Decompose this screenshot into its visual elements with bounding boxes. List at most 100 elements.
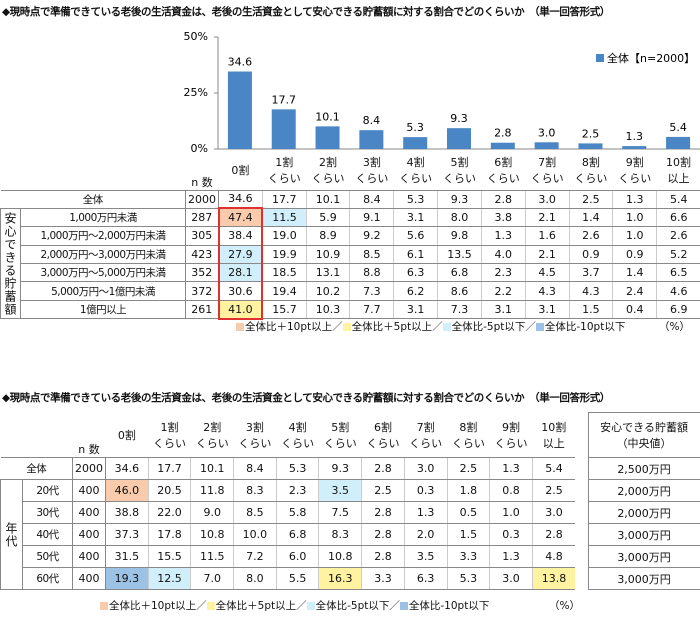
table-cell: 22.0 <box>147 501 191 524</box>
value-label: 10.1 <box>315 110 340 123</box>
value-label: 34.6 <box>228 55 253 68</box>
table-cell: 3.8 <box>480 207 526 228</box>
table-cell: 8.4 <box>233 457 277 480</box>
table-cell: 7.0 <box>190 567 234 590</box>
column-header: 7割 くらい <box>530 155 564 185</box>
table-cell: 19.0 <box>261 226 307 246</box>
row-label: 1億円以上 <box>20 299 186 320</box>
table-cell: 38.4 <box>217 226 264 246</box>
n-cell: 400 <box>72 545 106 568</box>
table-cell: 2.5 <box>531 479 576 502</box>
legend-swatch <box>399 601 408 610</box>
column-header: 5割 くらい <box>323 420 357 450</box>
spacer <box>575 458 588 480</box>
table-cell: 13.1 <box>305 263 350 283</box>
table-cell: 4.6 <box>656 281 700 301</box>
n-cell: 287 <box>185 207 219 228</box>
bar <box>315 126 340 149</box>
value-label: 8.4 <box>363 114 381 127</box>
column-header: 9割 くらい <box>618 155 652 185</box>
header-row: n 数 0割 1割 くらい 2割 くらい 3割 くらい 4割 くらい 5割 くらい 6割 くら… <box>1 412 700 458</box>
column-header: 5割 くらい <box>442 155 476 185</box>
legend-label: 全体比-10pt以下 <box>544 321 626 333</box>
table-cell: 2.3 <box>275 479 319 502</box>
table-cell: 5.4 <box>656 189 700 209</box>
value-label: 2.8 <box>494 127 512 140</box>
table-cell: 1.0 <box>612 226 657 246</box>
table-cell: 3.1 <box>393 207 438 228</box>
table-cell: 3.5 <box>403 545 447 568</box>
y-tick-label: 50% <box>184 30 208 43</box>
table-cell: 10.8 <box>190 523 234 546</box>
table-cell: 0.8 <box>489 479 533 502</box>
spacer <box>575 568 588 590</box>
table-cell: 4.8 <box>531 545 576 568</box>
table-cell: 34.6 <box>105 457 149 480</box>
median-header: 安心できる貯蓄額 （中央値） <box>587 412 700 458</box>
row-label: 全体 <box>0 189 186 209</box>
group-row: 60代 400 19.3 12.5 7.0 8.0 5.5 16.3 3.3 6.3 5.3 3.0 1… <box>1 567 700 590</box>
spacer <box>575 413 588 458</box>
table-cell: 15.5 <box>147 545 191 568</box>
table-cell: 7.5 <box>318 501 362 524</box>
table-cell: 3.0 <box>489 567 533 590</box>
table-cell: 2.8 <box>361 501 405 524</box>
table-2: n 数 0割 1割 くらい 2割 くらい 3割 くらい 4割 くらい 5割 くらい 6割 くら… <box>0 412 700 590</box>
table-cell: 19.4 <box>261 281 307 301</box>
table-cell: 13.5 <box>437 244 482 265</box>
table-cell: 8.0 <box>437 207 482 228</box>
row-label: 全体 <box>0 457 73 480</box>
table-cell: 9.1 <box>349 207 394 228</box>
n-cell: 400 <box>72 479 106 502</box>
corner <box>1 150 186 190</box>
bar <box>447 128 471 149</box>
table-cell: 8.5 <box>233 501 277 524</box>
table-cell: 1.3 <box>403 501 447 524</box>
table-cell: 30.6 <box>217 281 264 301</box>
spacer <box>575 480 588 502</box>
table-cell: 4.5 <box>524 263 569 283</box>
table-cell: 34.6 <box>218 189 263 209</box>
table-cell: 3.1 <box>480 299 526 320</box>
table-cell: 0.4 <box>612 299 657 320</box>
column-header: 1割 くらい <box>153 420 187 450</box>
table-cell: 7.3 <box>437 299 482 320</box>
column-header: 4割 くらい <box>281 420 315 450</box>
table-1: n 数 0割 1割 くらい 2割 くらい 3割 くらい 4割 くらい 5割 くらい 6割 くら… <box>0 150 700 320</box>
value-label: 5.3 <box>406 121 424 134</box>
table-cell: 10.8 <box>318 545 362 568</box>
table-cell: 8.3 <box>233 479 277 502</box>
table-cell: 1.8 <box>446 479 490 502</box>
n-cell: 400 <box>72 567 106 590</box>
spacer <box>575 502 588 524</box>
row-label: 2,000万円～3,000万円未満 <box>20 244 186 265</box>
column-header: 3割 くらい <box>355 155 389 185</box>
value-label: 5.4 <box>669 121 687 134</box>
table-cell: 6.0 <box>275 545 319 568</box>
bar <box>271 109 296 149</box>
spacer <box>575 524 588 546</box>
table-cell: 10.3 <box>305 299 350 320</box>
n-cell: 261 <box>185 299 219 320</box>
table-cell: 13.8 <box>531 567 576 590</box>
column-header: 7割 くらい <box>409 420 443 450</box>
table-cell: 1.0 <box>612 207 657 228</box>
total-row: 全体 2000 34.6 17.7 10.1 8.4 5.3 9.3 2.8 3.0 2.5 1.3 5… <box>0 189 700 209</box>
table-cell: 3.0 <box>403 457 447 480</box>
table-cell: 1.4 <box>568 207 613 228</box>
table-cell: 2.6 <box>568 226 613 246</box>
table-cell: 8.0 <box>233 567 277 590</box>
table-cell: 0.9 <box>612 244 657 265</box>
table-cell: 2.4 <box>612 281 657 301</box>
table-cell: 0.9 <box>568 244 613 265</box>
table-cell: 1.5 <box>446 523 490 546</box>
bar <box>227 71 252 149</box>
legend-1: 全体比＋10pt以上／ 全体比＋5pt以上／ 全体比-5pt以下／ 全体比-10pt以… <box>236 319 690 334</box>
table-cell: 3.7 <box>568 263 613 283</box>
column-header: 6割 くらい <box>486 155 520 185</box>
column-header: 0割 <box>231 163 250 177</box>
median-cell: 2,500万円 <box>587 457 700 480</box>
table-cell: 5.5 <box>275 567 319 590</box>
table-cell: 10.0 <box>233 523 277 546</box>
legend-swatch <box>206 601 215 610</box>
